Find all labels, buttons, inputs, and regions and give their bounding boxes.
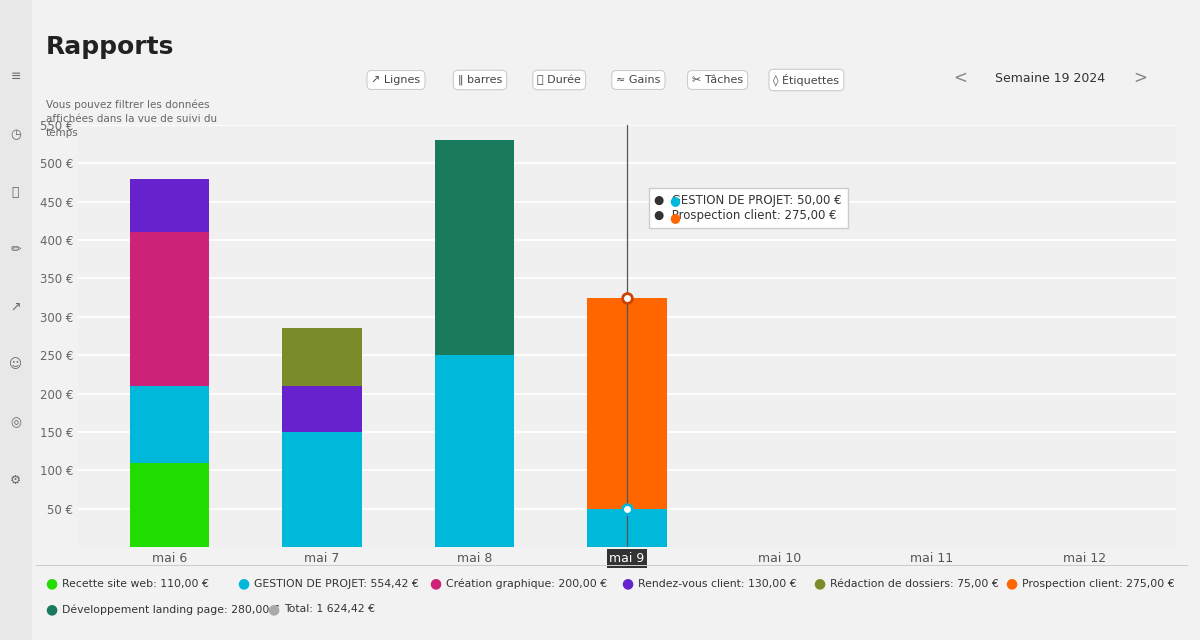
Text: >: >	[1133, 69, 1147, 87]
Text: ●: ●	[670, 211, 680, 224]
Text: Vous pouvez filtrer les données
affichées dans la vue de suivi du
temps: Vous pouvez filtrer les données affichée…	[46, 99, 217, 138]
Bar	[434, 140, 514, 355]
Bar	[130, 179, 209, 232]
Text: ◊ Étiquettes: ◊ Étiquettes	[774, 74, 840, 86]
Bar	[587, 509, 667, 547]
Text: Rendez-vous client: 130,00 €: Rendez-vous client: 130,00 €	[638, 579, 797, 589]
Bar	[587, 298, 667, 509]
Text: ≈ Gains: ≈ Gains	[617, 75, 660, 85]
Bar	[282, 386, 361, 432]
Text: GESTION DE PROJET: 554,42 €: GESTION DE PROJET: 554,42 €	[254, 579, 419, 589]
Bar	[282, 328, 361, 386]
Text: Total: 1 624,42 €: Total: 1 624,42 €	[284, 604, 376, 614]
Text: Rapports: Rapports	[46, 35, 174, 60]
Bar	[434, 355, 514, 547]
Text: Développement landing page: 280,00 €: Développement landing page: 280,00 €	[62, 604, 280, 614]
Text: ↗ Lignes: ↗ Lignes	[372, 75, 420, 85]
Bar	[282, 432, 361, 547]
Text: ↗: ↗	[11, 301, 20, 314]
Text: Recette site web: 110,00 €: Recette site web: 110,00 €	[62, 579, 209, 589]
Text: ≡: ≡	[11, 70, 20, 83]
Text: ●  GESTION DE PROJET: 50,00 €
●  Prospection client: 275,00 €: ● GESTION DE PROJET: 50,00 € ● Prospecti…	[654, 194, 842, 222]
Text: ◷: ◷	[10, 128, 22, 141]
Text: ●: ●	[46, 602, 58, 616]
Text: ⏱ Durée: ⏱ Durée	[538, 75, 581, 85]
Text: ☺: ☺	[10, 358, 22, 371]
Text: ●: ●	[814, 577, 826, 591]
Bar	[130, 386, 209, 463]
Text: ●: ●	[622, 577, 634, 591]
Text: ✏: ✏	[11, 243, 20, 256]
Text: Semaine 19 2024: Semaine 19 2024	[995, 72, 1105, 84]
Text: ‖ barres: ‖ barres	[458, 75, 502, 85]
Text: ●: ●	[268, 602, 280, 616]
Text: Création graphique: 200,00 €: Création graphique: 200,00 €	[446, 579, 607, 589]
Text: Prospection client: 275,00 €: Prospection client: 275,00 €	[1022, 579, 1175, 589]
Text: ◎: ◎	[10, 416, 22, 429]
Text: ✂ Tâches: ✂ Tâches	[692, 75, 743, 85]
Text: <: <	[953, 69, 967, 87]
Text: ⚙: ⚙	[10, 474, 22, 486]
Text: ●: ●	[430, 577, 442, 591]
Text: ●: ●	[1006, 577, 1018, 591]
Text: ●: ●	[46, 577, 58, 591]
Text: ●: ●	[238, 577, 250, 591]
Bar	[130, 463, 209, 547]
Text: ⬦: ⬦	[12, 186, 19, 198]
Text: Rédaction de dossiers: 75,00 €: Rédaction de dossiers: 75,00 €	[830, 579, 1000, 589]
Bar	[130, 232, 209, 386]
Text: ●: ●	[670, 194, 680, 207]
